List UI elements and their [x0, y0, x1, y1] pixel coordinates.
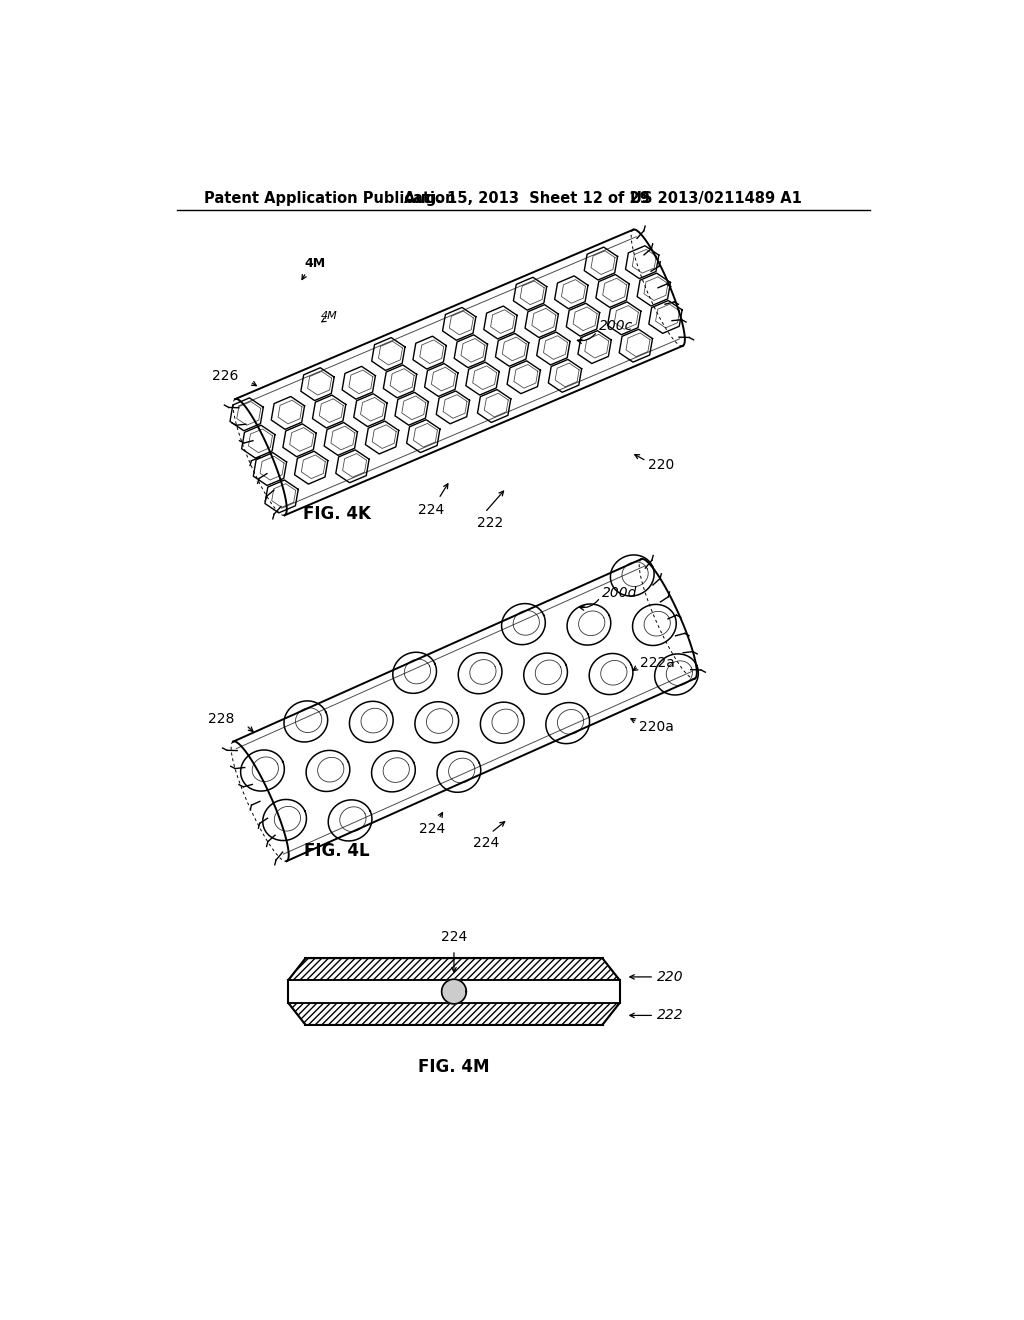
Text: Aug. 15, 2013  Sheet 12 of 29: Aug. 15, 2013 Sheet 12 of 29 [403, 191, 649, 206]
Text: 220a: 220a [639, 719, 674, 734]
Text: 224: 224 [473, 836, 500, 850]
Text: 224: 224 [418, 503, 444, 516]
Text: 4M: 4M [321, 312, 338, 321]
Text: Patent Application Publication: Patent Application Publication [204, 191, 456, 206]
Text: 228: 228 [208, 711, 234, 726]
Text: 200c: 200c [599, 319, 633, 333]
Text: FIG. 4K: FIG. 4K [303, 506, 371, 523]
Text: 224: 224 [419, 822, 445, 836]
Text: 200d: 200d [602, 586, 637, 599]
Text: US 2013/0211489 A1: US 2013/0211489 A1 [630, 191, 802, 206]
Text: 222a: 222a [640, 656, 675, 669]
Text: 226: 226 [212, 370, 239, 383]
Text: 220: 220 [656, 970, 683, 983]
Polygon shape [289, 958, 620, 979]
Text: 220: 220 [648, 458, 674, 471]
Text: 222: 222 [477, 516, 504, 531]
Polygon shape [441, 979, 466, 1003]
Text: FIG. 4L: FIG. 4L [304, 842, 370, 861]
Polygon shape [289, 1003, 620, 1024]
Text: 4M: 4M [304, 256, 326, 269]
Text: 222: 222 [656, 1008, 683, 1023]
Text: 224: 224 [441, 929, 467, 944]
Text: FIG. 4M: FIG. 4M [418, 1059, 489, 1076]
Polygon shape [289, 979, 620, 1003]
